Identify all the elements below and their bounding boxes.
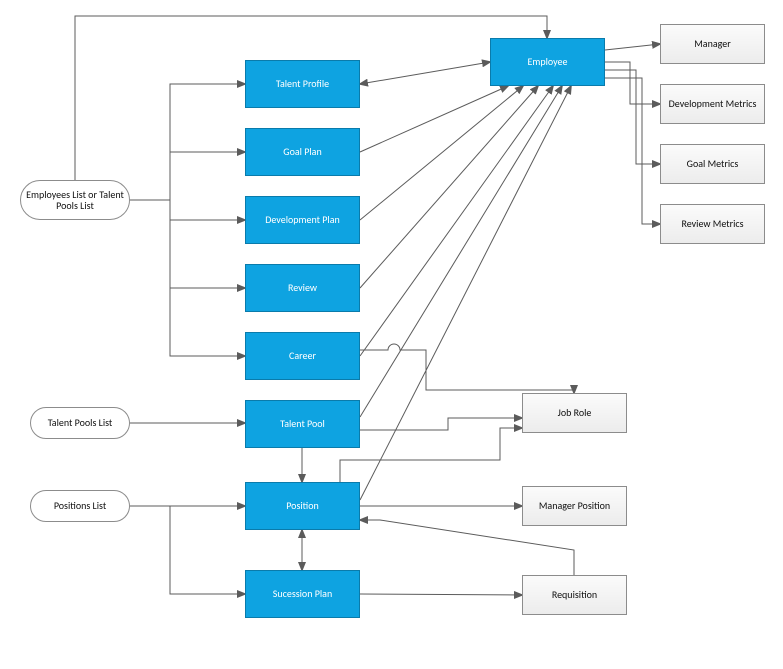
node-employee: Employee [490,38,605,86]
node-label: Positions List [50,498,110,514]
edge-development_plan-to-employee [360,86,523,220]
edge-career-to-employee [360,86,553,356]
edge-positions_list-to-succession_plan [130,506,245,594]
node-label: Employee [524,54,572,70]
edge-talent_profile-to-employee [360,62,490,84]
node-label: Talent Pools List [44,415,117,431]
node-label: Job Role [554,405,596,421]
node-job_role: Job Role [522,393,627,433]
node-review_metrics: Review Metrics [660,204,765,244]
edge-employee-to-dev_metrics [605,62,660,104]
node-label: Review Metrics [677,216,747,232]
edge-employees_list-to-career [130,200,245,356]
edge-employees_list-to-talent_profile [130,84,245,200]
node-requisition: Requisition [522,575,627,615]
node-employees_list: Employees List or Talent Pools List [20,180,130,220]
node-label: Goal Metrics [683,156,743,172]
node-label: Development Metrics [665,96,761,112]
node-position: Position [245,482,360,530]
node-label: Talent Profile [272,76,333,92]
node-review: Review [245,264,360,312]
node-succession_plan: Sucession Plan [245,570,360,618]
edge-employees_list-to-goal_plan [130,152,245,200]
node-label: Talent Pool [276,416,329,432]
edge-career-to-job_role [360,344,574,393]
node-label: Position [282,498,323,514]
node-goal_metrics: Goal Metrics [660,144,765,184]
edge-requisition-to-position [360,520,574,575]
diagram-canvas: Talent Profile Goal Plan Development Plan R… [0,0,783,669]
node-development_plan: Development Plan [245,196,360,244]
node-label: Career [285,348,320,364]
node-career: Career [245,332,360,380]
node-talent_profile: Talent Profile [245,60,360,108]
edge-employees_list-to-review [130,200,245,288]
node-positions_list: Positions List [30,490,130,522]
node-label: Development Plan [261,212,344,228]
edge-employee-to-manager [605,44,660,50]
node-goal_plan: Goal Plan [245,128,360,176]
node-label: Review [284,280,321,296]
node-label: Requisition [548,587,601,603]
node-dev_metrics: Development Metrics [660,84,765,124]
edge-review-to-employee [360,86,538,288]
edge-employee-to-goal_metrics [605,70,660,164]
edge-talent_pool-to-job_role [360,418,522,430]
node-talent_pool: Talent Pool [245,400,360,448]
edge-position-to-employee [360,86,571,500]
edge-succession_plan-to-requisition [360,594,522,595]
node-manager_position: Manager Position [522,486,627,526]
node-label: Manager Position [535,498,614,514]
edge-talent_pool-to-employee [360,86,562,417]
node-label: Employees List or Talent Pools List [21,187,129,214]
node-label: Goal Plan [279,144,325,160]
edge-employees_list-to-development_plan [130,200,245,220]
edge-position-to-job_role [340,428,522,482]
edge-employee-to-review_metrics [605,78,660,224]
node-label: Manager [690,36,734,52]
node-label: Sucession Plan [269,586,336,602]
node-manager: Manager [660,24,765,64]
node-talent_pools_list: Talent Pools List [30,407,130,439]
edge-goal_plan-to-employee [360,86,508,152]
